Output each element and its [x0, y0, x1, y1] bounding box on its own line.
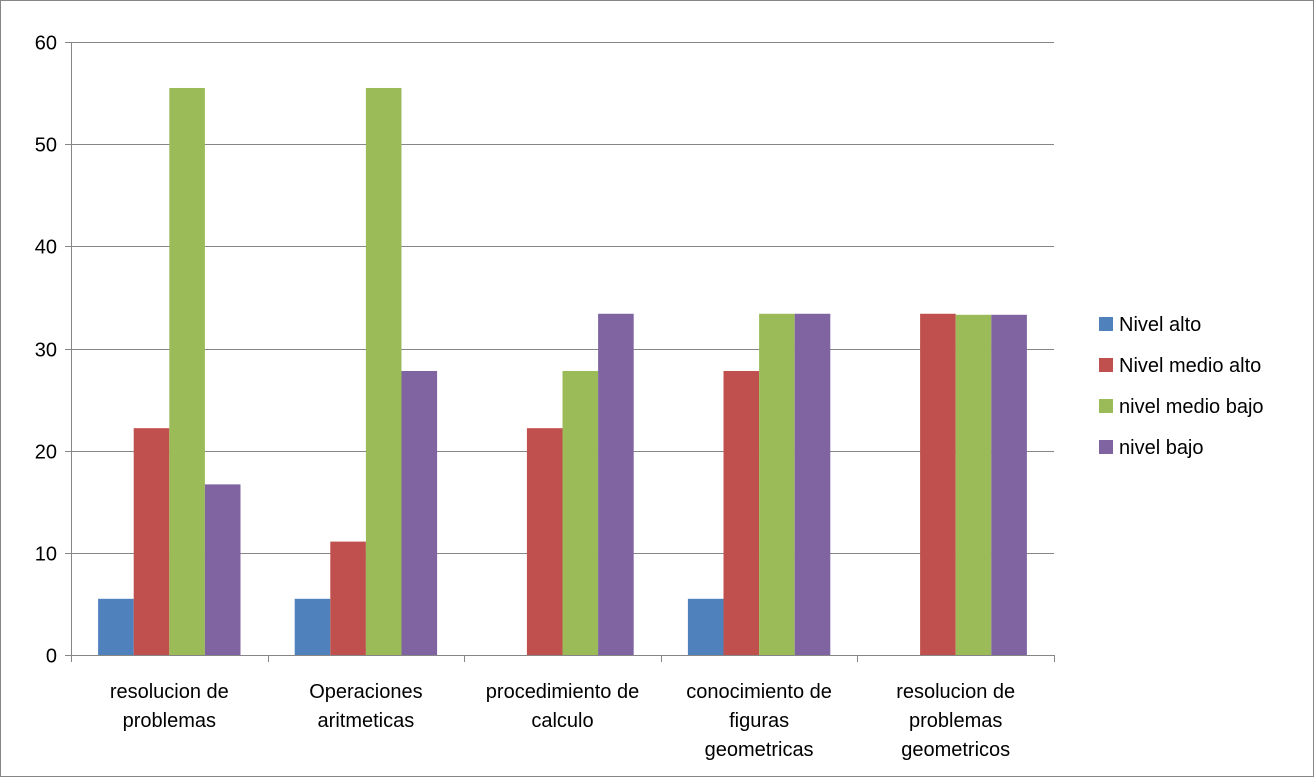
y-tick-label: 20: [35, 442, 57, 464]
bar-nivel-medio-bajo: [759, 313, 795, 655]
x-tick-label: geometricas: [705, 739, 814, 761]
x-tick-label: Operaciones: [309, 681, 422, 703]
bar-nivel-medio-bajo: [169, 87, 205, 656]
y-tick-label: 60: [35, 33, 57, 55]
legend-swatch: [1099, 399, 1113, 413]
x-tick-labels: resolucion de problemas Operaciones aritmet…: [110, 681, 1015, 761]
bar-nivel-alto: [687, 598, 724, 655]
legend-swatch: [1099, 440, 1113, 454]
bar-nivel-alto: [98, 598, 134, 655]
bar-nivel-medio-alto: [526, 428, 563, 655]
bar-nivel-medio-bajo: [955, 314, 992, 655]
x-tick-label: conocimiento de: [686, 681, 832, 703]
legend-label: nivel bajo: [1119, 437, 1204, 459]
y-tick-labels: 0 10 20 30 40 50 60: [35, 33, 57, 668]
y-tick-label: 30: [35, 340, 57, 362]
legend: Nivel alto Nivel medio alto nivel medio ba…: [1099, 314, 1264, 459]
x-tick-label: problemas: [123, 710, 216, 732]
bar-nivel-medio-alto: [920, 313, 956, 655]
y-tick-label: 40: [35, 237, 57, 259]
y-tick-label: 50: [35, 135, 57, 157]
axes: [65, 42, 1055, 662]
bar-nivel-bajo: [598, 313, 634, 655]
x-tick-label: problemas: [909, 710, 1002, 732]
bar-nivel-medio-bajo: [365, 87, 402, 656]
x-tick-label: figuras: [729, 710, 789, 732]
legend-label: Nivel alto: [1119, 314, 1201, 336]
x-tick-label: procedimiento de: [486, 681, 639, 703]
x-tick-label: aritmeticas: [318, 710, 415, 732]
x-tick-label: resolucion de: [110, 681, 229, 703]
bar-nivel-bajo: [991, 314, 1027, 655]
bar-nivel-medio-alto: [723, 370, 760, 655]
gridlines: [71, 42, 1054, 554]
x-tick-label: calculo: [531, 710, 593, 732]
x-tick-label: geometricos: [901, 739, 1010, 761]
bars: [98, 87, 1027, 656]
legend-label: nivel medio bajo: [1119, 396, 1264, 418]
legend-swatch: [1099, 317, 1113, 331]
bar-nivel-bajo: [204, 484, 241, 655]
bar-nivel-bajo: [401, 370, 438, 655]
y-tick-label: 0: [46, 646, 57, 668]
bar-nivel-alto: [294, 598, 331, 655]
bar-nivel-bajo: [794, 313, 831, 655]
bar-nivel-medio-alto: [133, 428, 170, 655]
legend-swatch: [1099, 358, 1113, 372]
y-tick-label: 10: [35, 544, 57, 566]
bar-nivel-medio-alto: [330, 541, 366, 655]
x-tick-label: resolucion de: [896, 681, 1015, 703]
legend-label: Nivel medio alto: [1119, 355, 1261, 377]
bar-nivel-medio-bajo: [562, 370, 599, 655]
